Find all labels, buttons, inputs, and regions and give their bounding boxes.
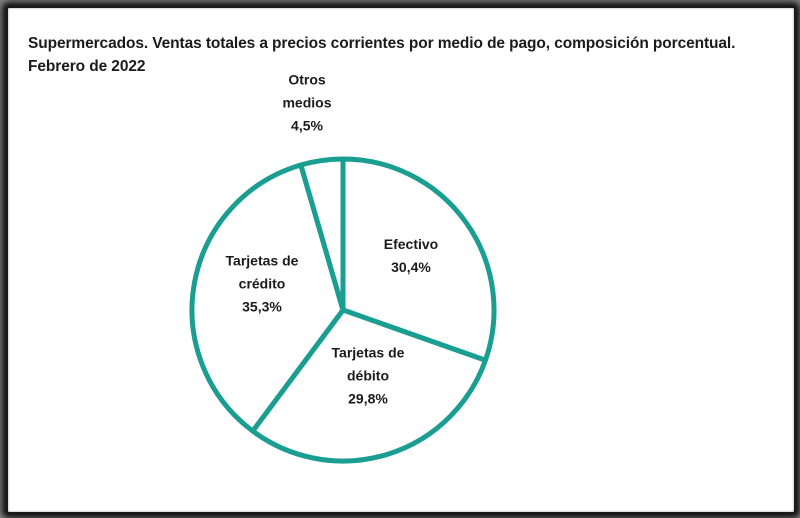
slice-category-label: Otros xyxy=(288,72,326,88)
chart-title: Supermercados. Ventas totales a precios … xyxy=(28,32,768,78)
pie-slice xyxy=(189,162,346,434)
slice-category-label: crédito xyxy=(239,276,286,292)
slice-value-label: 35,3% xyxy=(242,299,282,315)
chart-title-line: Supermercados. Ventas totales a precios … xyxy=(28,35,736,52)
pie-slice xyxy=(298,156,346,313)
slice-category-label: medios xyxy=(282,95,331,111)
slice-value-label: 29,8% xyxy=(348,391,388,407)
slice-category-label: Efectivo xyxy=(384,236,438,252)
slice-value-label: 4,5% xyxy=(291,118,323,134)
pie-slice xyxy=(250,307,488,464)
slice-category-label: débito xyxy=(347,368,389,384)
pie-slice xyxy=(340,156,497,363)
slice-category-label: Tarjetas de xyxy=(332,345,405,361)
chart-subtitle: Febrero de 2022 xyxy=(28,58,146,75)
slice-value-label: 30,4% xyxy=(391,259,431,275)
slice-category-label: Tarjetas de xyxy=(226,253,299,269)
